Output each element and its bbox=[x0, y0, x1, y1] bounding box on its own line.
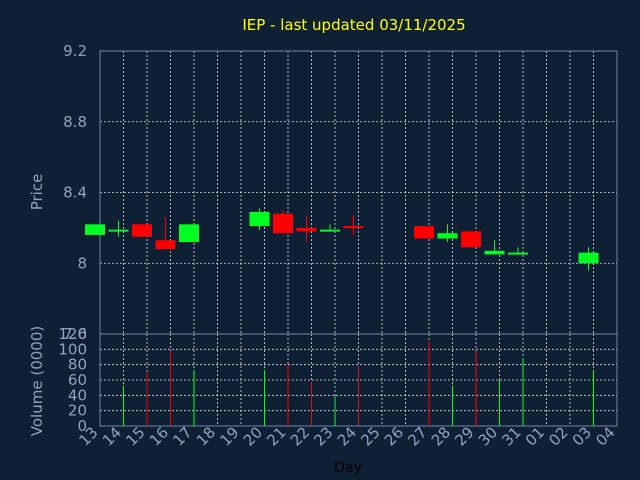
price-panel: 9.2 8.8 8.4 8 7.6 bbox=[63, 42, 618, 343]
day-tick-label: 24 bbox=[334, 423, 360, 449]
day-tick-label: 15 bbox=[122, 423, 148, 449]
x-axis-label: Day bbox=[334, 460, 362, 476]
day-tick-label: 14 bbox=[99, 423, 125, 449]
candle-body bbox=[179, 224, 199, 243]
volume-tick-label: 120 bbox=[58, 325, 87, 343]
candle-body bbox=[155, 240, 176, 250]
day-tick-label: 30 bbox=[475, 423, 501, 449]
price-tick-label: 7.6 bbox=[63, 325, 87, 343]
volume-tick-label: 80 bbox=[68, 356, 87, 374]
candle-body bbox=[273, 213, 293, 234]
candle-body bbox=[414, 226, 434, 239]
day-tick-label: 03 bbox=[569, 423, 595, 449]
price-tick-label: 8.4 bbox=[63, 184, 87, 202]
volume-tick-label: 60 bbox=[68, 371, 87, 389]
volume-panel: 1201008060402001314151617181920212223242… bbox=[58, 325, 618, 450]
volume-tick-label: 40 bbox=[68, 386, 87, 404]
candle-body bbox=[249, 211, 270, 227]
candle-body bbox=[484, 250, 505, 255]
candle-body bbox=[296, 227, 317, 232]
candle-body bbox=[578, 252, 599, 264]
day-tick-label: 26 bbox=[381, 423, 407, 449]
candle-body bbox=[85, 224, 105, 235]
day-tick-label: 16 bbox=[146, 423, 172, 449]
day-tick-label: 18 bbox=[193, 423, 219, 449]
price-axis-label: Price bbox=[28, 174, 46, 211]
candle-body bbox=[320, 229, 340, 232]
day-tick-label: 01 bbox=[522, 423, 548, 449]
candle-body bbox=[343, 226, 364, 229]
day-tick-label: 28 bbox=[428, 423, 454, 449]
day-tick-label: 27 bbox=[404, 423, 430, 449]
day-tick-label: 25 bbox=[357, 423, 383, 449]
volume-axis-label: Volume (0000) bbox=[28, 326, 46, 436]
day-tick-label: 19 bbox=[216, 423, 242, 449]
candle-body bbox=[508, 252, 528, 255]
day-tick-label: 02 bbox=[545, 423, 571, 449]
candle-body bbox=[132, 224, 152, 237]
chart-title: IEP - last updated 03/11/2025 bbox=[242, 16, 465, 34]
day-tick-label: 29 bbox=[451, 423, 477, 449]
day-tick-label: 22 bbox=[287, 423, 313, 449]
candle-body bbox=[461, 231, 481, 248]
price-tick-label: 8.8 bbox=[63, 113, 87, 131]
day-tick-label: 04 bbox=[592, 423, 618, 449]
day-tick-label: 21 bbox=[263, 423, 289, 449]
price-tick-label: 9.2 bbox=[63, 42, 87, 60]
volume-tick-label: 20 bbox=[68, 402, 87, 420]
day-tick-label: 23 bbox=[310, 423, 336, 449]
day-tick-label: 20 bbox=[240, 423, 266, 449]
day-tick-label: 17 bbox=[169, 423, 195, 449]
day-tick-label: 31 bbox=[498, 423, 524, 449]
volume-tick-label: 100 bbox=[58, 340, 87, 358]
price-tick-label: 8 bbox=[77, 254, 87, 272]
candle-body bbox=[437, 233, 458, 239]
volume-tick-label: 0 bbox=[77, 417, 87, 435]
candle-body bbox=[108, 229, 129, 232]
